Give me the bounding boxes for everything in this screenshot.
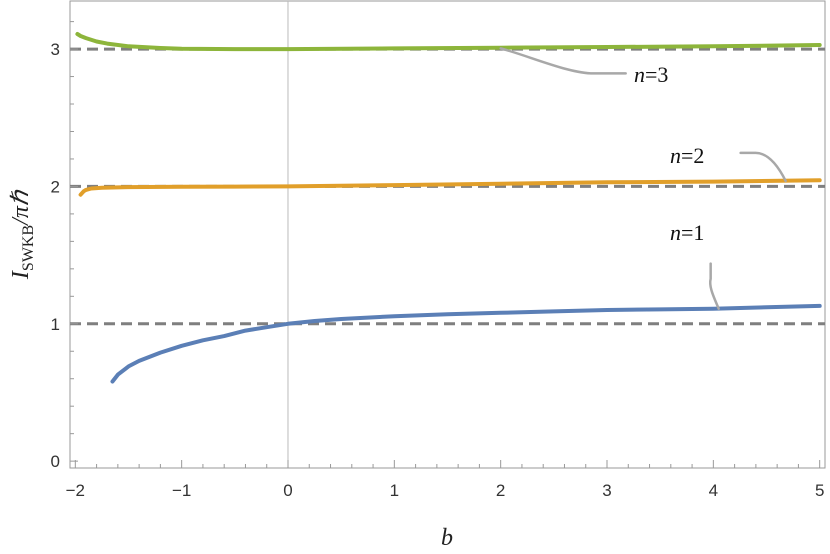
x-axis-label: b — [441, 525, 453, 551]
x-tick-label-4: 4 — [709, 481, 718, 500]
y-axis-label-sub: SWKB — [20, 225, 37, 271]
series-line-n1 — [110, 303, 822, 384]
callout-n1 — [708, 262, 720, 310]
x-tick-label--1: −1 — [172, 481, 191, 500]
series-label-n3: n=3 — [634, 62, 668, 87]
x-tick-label--2: −2 — [66, 481, 85, 500]
callout-n3 — [499, 47, 627, 75]
plot-frame — [69, 0, 826, 469]
series-label-n3-n: n — [634, 62, 645, 87]
series-line-n3 — [75, 32, 822, 52]
x-tick-label-1: 1 — [390, 481, 399, 500]
x-tick-label-5: 5 — [815, 481, 824, 500]
series-line-n2 — [78, 178, 822, 197]
y-axis-label: ISWKB/πℏ — [8, 189, 37, 280]
series-label-n3-val: =3 — [645, 62, 668, 87]
svg-text:n=2: n=2 — [670, 143, 704, 168]
svg-text:n=3: n=3 — [634, 62, 668, 87]
x-tick-label-3: 3 — [602, 481, 611, 500]
y-tick-label-0: 0 — [51, 452, 60, 471]
svg-text:n=1: n=1 — [670, 220, 704, 245]
callout-n2 — [739, 151, 787, 183]
series-label-n2-n: n — [670, 143, 681, 168]
svg-text:ISWKB/πℏ: ISWKB/πℏ — [8, 189, 37, 280]
series-label-n1-val: =1 — [681, 220, 704, 245]
series-label-n2-val: =2 — [681, 143, 704, 168]
y-tick-label-2: 2 — [51, 177, 60, 196]
y-tick-label-1: 1 — [51, 315, 60, 334]
y-axis-label-main: I — [8, 270, 34, 280]
x-tick-label-2: 2 — [496, 481, 505, 500]
y-axis-label-rest: /πℏ — [8, 189, 34, 227]
y-tick-label-3: 3 — [51, 40, 60, 59]
series-label-n1: n=1 — [670, 220, 704, 245]
series-label-n1-n: n — [670, 220, 681, 245]
x-tick-label-0: 0 — [283, 481, 292, 500]
series-label-n2: n=2 — [670, 143, 704, 168]
